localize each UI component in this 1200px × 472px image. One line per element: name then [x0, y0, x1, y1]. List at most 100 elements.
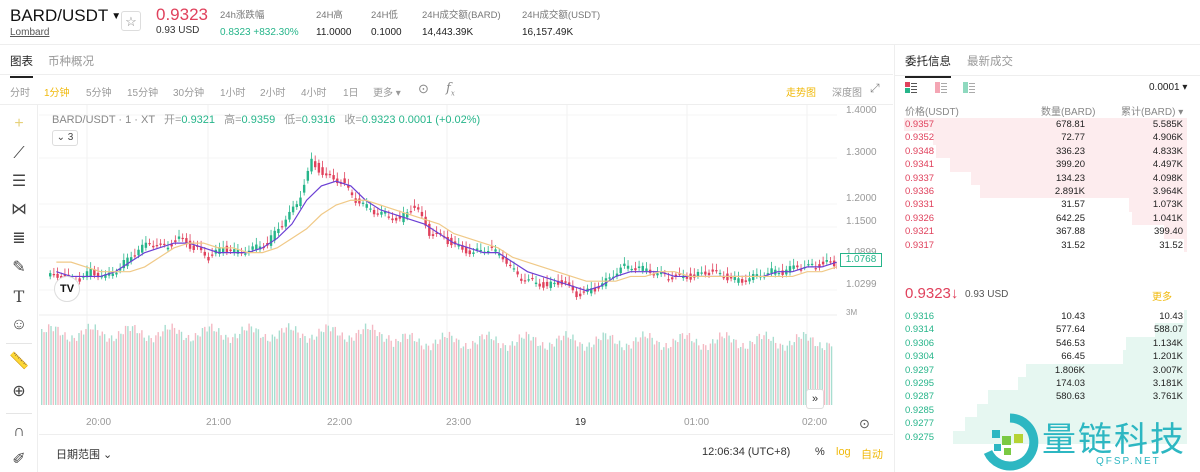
depth-bar: [988, 390, 1187, 404]
lock-drawing-icon[interactable]: ✐: [12, 451, 26, 468]
price-chart[interactable]: [39, 105, 837, 405]
precision-select[interactable]: 0.0001 ▾: [1149, 82, 1188, 93]
zoom-in-icon[interactable]: ⊕: [12, 383, 26, 400]
row-price: 0.9295: [905, 378, 935, 389]
tradingview-logo[interactable]: TV: [54, 276, 80, 302]
text-icon[interactable]: T: [13, 287, 25, 306]
row-cum: 3.007K: [1152, 364, 1183, 376]
crosshair-icon[interactable]: +: [14, 115, 24, 132]
bid-row[interactable]: 0.9285: [895, 403, 1187, 418]
timeframe-more[interactable]: 更多 ▾: [373, 88, 401, 99]
percent-scale-toggle[interactable]: %: [815, 446, 825, 458]
row-price: 0.9314: [905, 324, 935, 336]
row-price: 0.9337: [905, 172, 935, 184]
bid-row[interactable]: 0.9297 1.806K 3.007K: [895, 363, 1187, 377]
row-price: 0.9306: [905, 337, 935, 349]
ask-row[interactable]: 0.9317 31.52 31.52: [895, 238, 1187, 252]
row-price: 0.9348: [905, 145, 935, 157]
ask-row[interactable]: 0.9336 2.891K 3.964K: [895, 185, 1187, 199]
ask-row[interactable]: 0.9348 336.23 4.833K: [895, 144, 1187, 159]
ask-row[interactable]: 0.9337 134.23 4.098K: [895, 171, 1187, 185]
pair-selector[interactable]: BARD/USDT ▼: [10, 6, 122, 25]
divider: [6, 413, 32, 414]
ruler-icon[interactable]: 📏: [9, 353, 29, 370]
ask-row[interactable]: 0.9352 72.77 4.906K: [895, 131, 1187, 145]
time-axis[interactable]: 20:00 21:00 22:00 23:00 19 01:00 02:00: [39, 414, 837, 434]
ask-row[interactable]: 0.9321 367.88 399.40: [895, 225, 1187, 239]
ask-row[interactable]: 0.9326 642.25 1.041K: [895, 211, 1187, 226]
ask-row[interactable]: 0.9341 399.20 4.497K: [895, 158, 1187, 172]
timeframe-1h[interactable]: 1小时: [220, 88, 246, 99]
price-axis[interactable]: 1.4000 1.3000 1.2000 1.1500 1.0899 1.029…: [837, 105, 893, 405]
brush-icon[interactable]: ✎: [12, 259, 26, 276]
row-qty: 336.23: [1055, 145, 1085, 157]
chart-tabs: 图表 币种概况: [0, 45, 893, 78]
timeframe-1d[interactable]: 1日: [343, 88, 359, 99]
row-cum: 1.041K: [1152, 212, 1183, 224]
chart-settings-icon[interactable]: ⊙: [418, 81, 429, 96]
view-asks-icon[interactable]: [935, 82, 947, 93]
row-cum: 4.833K: [1152, 145, 1183, 157]
row-qty: 367.88: [1055, 226, 1085, 238]
ask-row[interactable]: 0.9331 31.57 1.073K: [895, 198, 1187, 212]
bid-row[interactable]: 0.9306 546.53 1.134K: [895, 336, 1187, 351]
row-cum: 3.964K: [1152, 186, 1183, 197]
timeframe-4h[interactable]: 4小时: [301, 88, 327, 99]
depth-view-button[interactable]: 深度图: [832, 88, 862, 99]
tab-order-book[interactable]: 委托信息: [905, 53, 951, 78]
depth-bar: [953, 430, 1187, 444]
x-tick: 22:00: [327, 417, 353, 428]
ohlc-legend: BARD/USDT · 1 · XT 开=0.9321 高=0.9359 低=0…: [52, 114, 481, 126]
x-tick: 21:00: [206, 417, 232, 428]
bid-row[interactable]: 0.9275: [895, 430, 1187, 444]
log-scale-toggle[interactable]: log: [836, 446, 851, 458]
timeframe-2h[interactable]: 2小时: [260, 88, 286, 99]
emoji-icon[interactable]: ☺: [10, 316, 28, 333]
cum-header[interactable]: 累计(BARD) ▾: [1121, 107, 1184, 118]
y-tick: 1.0299: [846, 279, 877, 290]
view-both-icon[interactable]: [905, 82, 917, 93]
bid-row[interactable]: 0.9314 577.64 588.07: [895, 323, 1187, 337]
tab-recent-trades[interactable]: 最新成交: [967, 56, 1013, 68]
row-qty: 134.23: [1055, 172, 1085, 184]
row-qty: 399.20: [1055, 159, 1085, 171]
bid-row[interactable]: 0.9304 66.45 1.201K: [895, 350, 1187, 364]
trendline-icon[interactable]: ⟋: [13, 145, 25, 162]
auto-scale-toggle[interactable]: 自动: [861, 449, 883, 461]
trend-view-button[interactable]: 走势图: [786, 88, 816, 99]
bid-row[interactable]: 0.9295 174.03 3.181K: [895, 377, 1187, 391]
magnet-icon[interactable]: ∩: [13, 423, 25, 440]
chart-toolbar: 分时 1分钟 5分钟 15分钟 30分钟 1小时 2小时 4小时 1日 更多 ▾…: [0, 75, 893, 105]
mid-price: 0.9323↓: [905, 285, 959, 302]
timeframe-time[interactable]: 分时: [10, 88, 30, 99]
row-price: 0.9287: [905, 391, 935, 403]
x-tick: 01:00: [684, 417, 710, 428]
row-cum: 10.43: [1159, 311, 1183, 322]
ask-row[interactable]: 0.9357 678.81 5.585K: [895, 118, 1187, 132]
timeframe-30m[interactable]: 30分钟: [173, 88, 205, 99]
timezone-clock[interactable]: 12:06:34 (UTC+8): [702, 446, 791, 458]
timeframe-5m[interactable]: 5分钟: [86, 88, 112, 99]
row-price: 0.9331: [905, 199, 935, 211]
indicators-fx-icon[interactable]: fx: [446, 81, 455, 98]
fib-icon[interactable]: ≣: [12, 230, 26, 247]
timeframe-1m[interactable]: 1分钟: [44, 88, 70, 99]
indicator-collapse-button[interactable]: ⌄ 3: [52, 130, 78, 146]
view-bids-icon[interactable]: [963, 82, 975, 93]
scroll-to-latest-button[interactable]: »: [806, 389, 824, 409]
bid-row[interactable]: 0.9287 580.63 3.761K: [895, 390, 1187, 404]
timeframe-15m[interactable]: 15分钟: [127, 88, 159, 99]
tab-chart[interactable]: 图表: [10, 53, 33, 78]
y-tick: 1.1500: [846, 216, 877, 227]
fullscreen-icon[interactable]: ⤢: [870, 81, 880, 95]
bid-row[interactable]: 0.9316 10.43 10.43: [895, 310, 1187, 324]
date-range-button[interactable]: 日期范围 ⌄: [56, 449, 113, 461]
axis-settings-icon[interactable]: ⊙: [859, 416, 870, 431]
watermark-icon: [983, 413, 1039, 471]
tab-coin-info[interactable]: 币种概况: [48, 56, 94, 68]
project-link[interactable]: Lombard: [10, 27, 50, 38]
more-link[interactable]: 更多: [1152, 292, 1172, 303]
favorite-star-icon[interactable]: ☆: [121, 11, 141, 31]
horizontal-lines-icon[interactable]: ☰: [11, 173, 27, 190]
pattern-icon[interactable]: ⋈: [11, 201, 27, 218]
